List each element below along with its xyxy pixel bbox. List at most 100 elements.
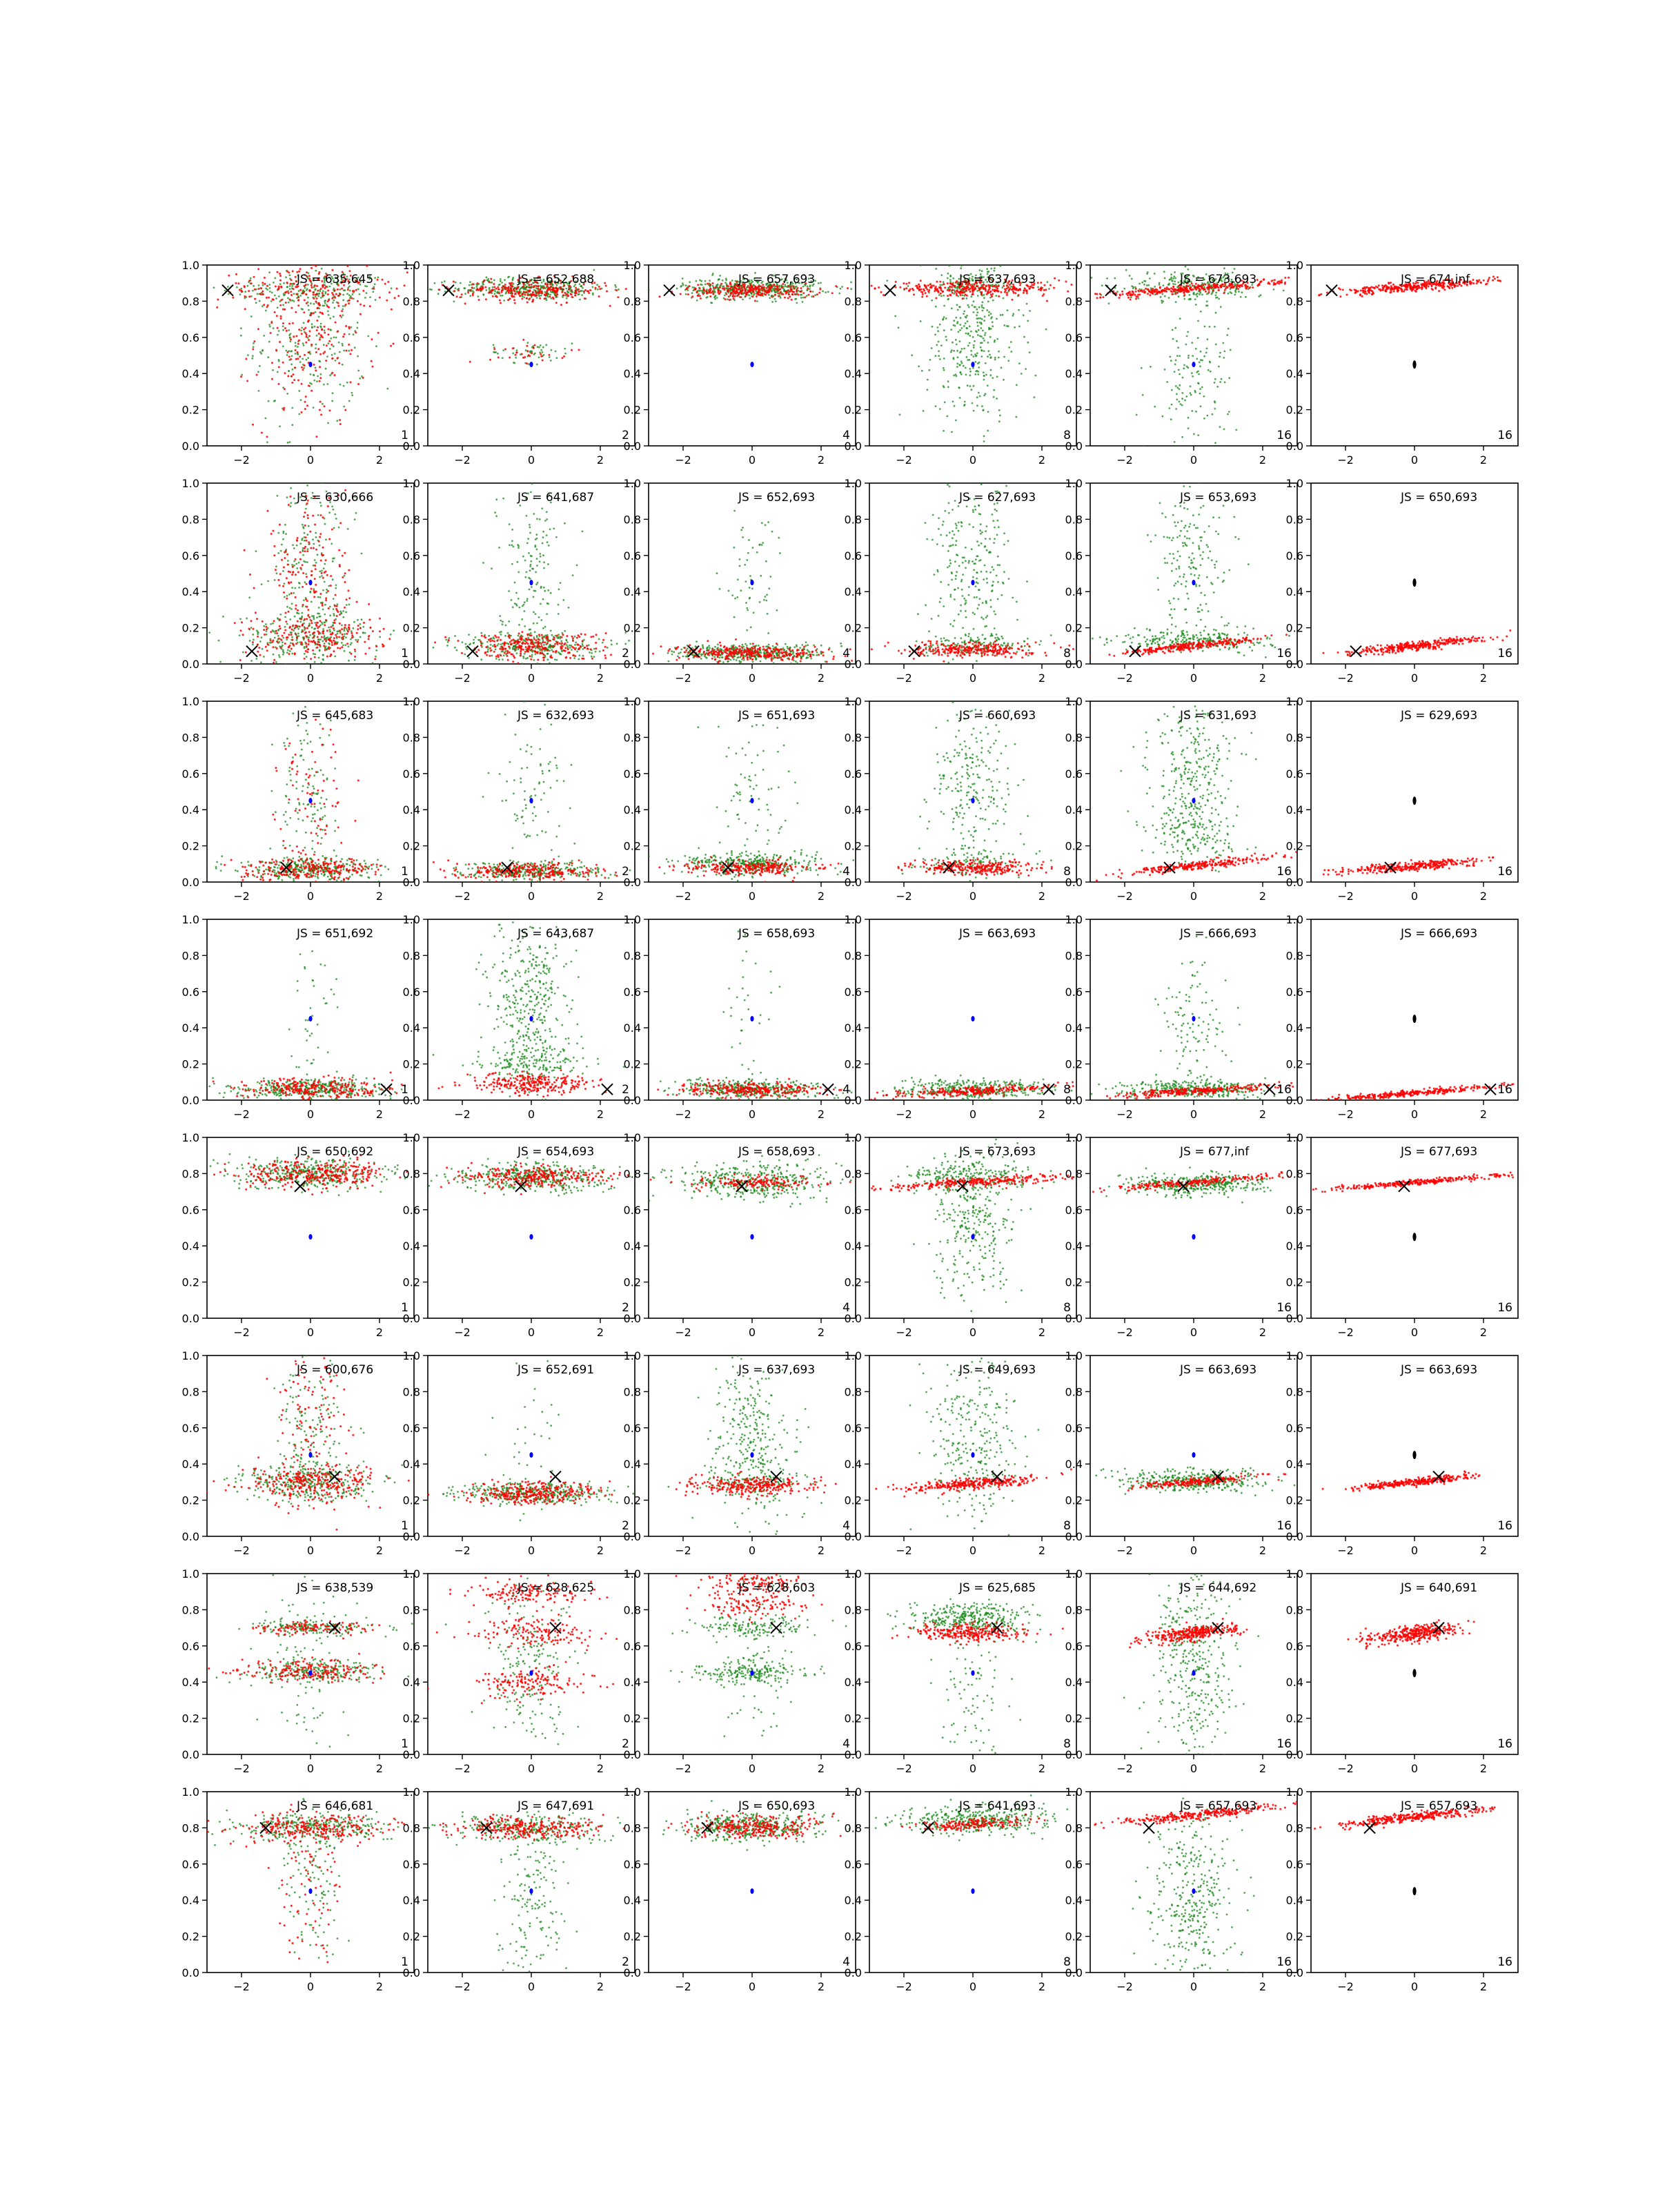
red-point: [536, 292, 538, 294]
green-point: [302, 342, 304, 344]
green-point: [1091, 277, 1093, 279]
red-point: [952, 292, 954, 294]
red-point: [284, 372, 286, 374]
green-point: [1228, 328, 1230, 330]
green-point: [342, 314, 344, 316]
green-point: [283, 282, 285, 284]
green-point: [314, 627, 316, 629]
red-point: [295, 335, 297, 337]
red-point: [390, 345, 392, 347]
green-point: [1224, 382, 1226, 384]
red-point: [351, 349, 353, 351]
green-point: [1221, 451, 1223, 453]
green-point: [1209, 326, 1211, 328]
red-point: [279, 273, 281, 275]
green-point: [1198, 373, 1200, 375]
green-point: [298, 562, 300, 564]
green-point: [1143, 284, 1145, 286]
red-point: [306, 600, 308, 602]
green-point: [1004, 205, 1006, 207]
green-point: [717, 284, 719, 286]
red-point: [1359, 293, 1361, 295]
green-point: [349, 687, 351, 689]
green-point: [342, 343, 344, 345]
green-point: [680, 285, 682, 287]
red-point: [232, 297, 234, 299]
red-point: [357, 383, 359, 385]
green-point: [1174, 277, 1176, 280]
red-point: [295, 311, 297, 313]
green-point: [311, 326, 313, 329]
green-point: [353, 333, 355, 335]
green-point: [1170, 273, 1172, 275]
red-point: [561, 291, 563, 293]
green-point: [597, 288, 599, 291]
red-point: [1390, 291, 1392, 293]
green-point: [1216, 386, 1219, 388]
green-point: [325, 539, 327, 541]
red-point: [330, 634, 332, 636]
green-point: [1016, 416, 1018, 418]
green-point: [523, 296, 525, 298]
red-point: [725, 293, 727, 295]
green-point: [1179, 355, 1181, 357]
green-point: [333, 509, 335, 511]
green-point: [332, 560, 334, 562]
green-point: [320, 373, 322, 375]
red-point: [363, 305, 365, 307]
red-point: [1306, 281, 1308, 283]
red-point: [1006, 294, 1008, 296]
green-point: [976, 314, 978, 316]
green-point: [1219, 381, 1221, 383]
red-point: [1130, 293, 1132, 295]
green-point: [296, 545, 298, 547]
red-point: [257, 643, 259, 645]
green-point: [1178, 369, 1180, 371]
green-point: [219, 661, 221, 663]
green-point: [973, 311, 975, 313]
red-point: [707, 283, 709, 285]
red-point: [926, 295, 928, 297]
green-point: [1141, 367, 1143, 369]
red-point: [313, 547, 315, 549]
green-point: [1172, 338, 1174, 340]
red-point: [1102, 296, 1104, 298]
green-point: [332, 578, 334, 580]
green-point: [315, 562, 317, 564]
red-point: [563, 355, 565, 358]
green-point: [348, 350, 350, 352]
green-point: [1174, 327, 1176, 329]
green-point: [311, 323, 313, 325]
red-point: [497, 286, 499, 288]
red-point: [555, 295, 557, 297]
green-point: [1193, 293, 1195, 295]
red-point: [526, 345, 528, 347]
green-point: [298, 290, 300, 292]
green-point: [269, 642, 271, 644]
green-point: [307, 548, 309, 550]
green-point: [538, 346, 540, 349]
green-point: [974, 373, 976, 375]
green-point: [957, 309, 959, 311]
green-point: [303, 599, 305, 601]
green-point: [334, 513, 336, 516]
red-point: [1006, 292, 1008, 294]
green-point: [985, 254, 987, 256]
green-point: [324, 614, 326, 616]
red-point: [574, 295, 576, 297]
green-point: [929, 359, 931, 361]
red-point: [741, 287, 743, 289]
green-point: [970, 331, 972, 333]
green-point: [355, 512, 357, 514]
red-point: [513, 288, 515, 290]
green-point: [1195, 304, 1197, 306]
red-point: [1421, 287, 1423, 289]
red-point: [377, 279, 379, 281]
green-point: [351, 394, 353, 396]
green-point: [1008, 346, 1010, 349]
green-point: [1164, 369, 1166, 371]
red-point: [316, 293, 318, 295]
green-point: [731, 280, 733, 282]
green-point: [937, 326, 939, 329]
